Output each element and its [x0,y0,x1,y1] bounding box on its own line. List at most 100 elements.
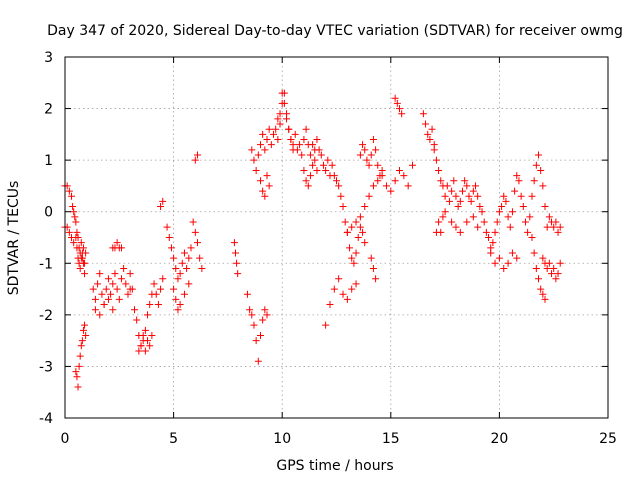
data-point [482,228,490,236]
data-point [144,337,152,345]
data-point [365,192,373,200]
data-point [137,342,145,350]
data-point [176,301,184,309]
data-point [352,280,360,288]
data-point [265,182,273,190]
data-point [259,130,267,138]
data-point [356,213,364,221]
data-point [180,290,188,298]
data-point [233,259,241,267]
data-point [298,151,306,159]
data-point [252,166,260,174]
data-point [248,146,256,154]
data-point [424,130,432,138]
data-point [456,228,464,236]
data-point [172,295,180,303]
y-tick-label: 2 [44,102,53,118]
data-point [532,264,540,272]
data-point [300,136,308,144]
x-tick-label: 5 [169,431,178,447]
data-point [493,218,501,226]
y-tick-label: 3 [44,50,53,66]
data-point [346,244,354,252]
data-point [248,311,256,319]
data-point [170,285,178,293]
data-point [361,239,369,247]
data-point [328,161,336,169]
data-point [150,280,158,288]
data-point [352,249,360,257]
axis-ticks [64,56,609,419]
data-point [534,151,542,159]
data-point [124,290,132,298]
data-point [259,316,267,324]
data-point [72,234,80,241]
data-point [545,213,553,221]
data-point [500,264,508,272]
data-point [335,275,343,283]
data-point [450,177,458,185]
data-point [491,259,499,267]
data-point [141,347,149,355]
data-point [435,218,443,226]
data-point [539,254,547,262]
data-point [109,280,117,288]
data-point [135,347,143,355]
data-point [374,177,382,185]
data-point [96,270,104,278]
x-tick-labels: 0 5 10 15 20 25 [61,431,617,447]
data-point [276,110,284,118]
data-point [545,259,553,267]
data-point [469,213,477,221]
data-point [317,151,325,159]
data-point [335,182,343,190]
data-point [530,249,538,257]
data-point [193,239,201,247]
data-point [472,182,480,190]
data-point [79,244,87,252]
data-point [234,270,242,278]
data-point [113,285,121,293]
data-point [513,172,521,180]
data-point [146,342,154,350]
data-point [526,213,534,221]
data-point [311,156,319,164]
data-point [382,182,390,190]
data-point [343,228,351,236]
data-point [330,285,338,293]
x-tick-label: 25 [599,431,617,447]
data-point [115,295,123,303]
y-tick-label: 1 [44,153,53,169]
data-point [274,136,282,144]
data-point [104,275,112,283]
data-point [185,280,193,288]
data-point [337,192,345,200]
data-point [73,373,81,381]
data-point [154,301,162,309]
data-points [61,89,564,391]
data-point [313,166,321,174]
data-point [369,136,377,144]
data-point [398,110,406,118]
data-point [185,254,193,262]
data-point [111,270,119,278]
data-point [554,270,562,278]
data-point [163,223,171,231]
data-point [480,218,488,226]
data-point [65,187,73,195]
data-point [502,197,510,205]
data-point [178,259,186,267]
data-point [541,203,549,211]
data-point [176,270,184,278]
data-point [448,218,456,226]
data-point [71,213,79,221]
data-point [339,203,347,211]
data-point [500,192,508,200]
y-tick-labels: -4 -3 -2 -1 0 1 2 3 [39,50,53,427]
data-point [463,182,471,190]
data-point [170,254,178,262]
data-point [537,166,545,174]
data-point [73,228,81,236]
data-point [128,285,136,293]
data-point [109,306,117,314]
